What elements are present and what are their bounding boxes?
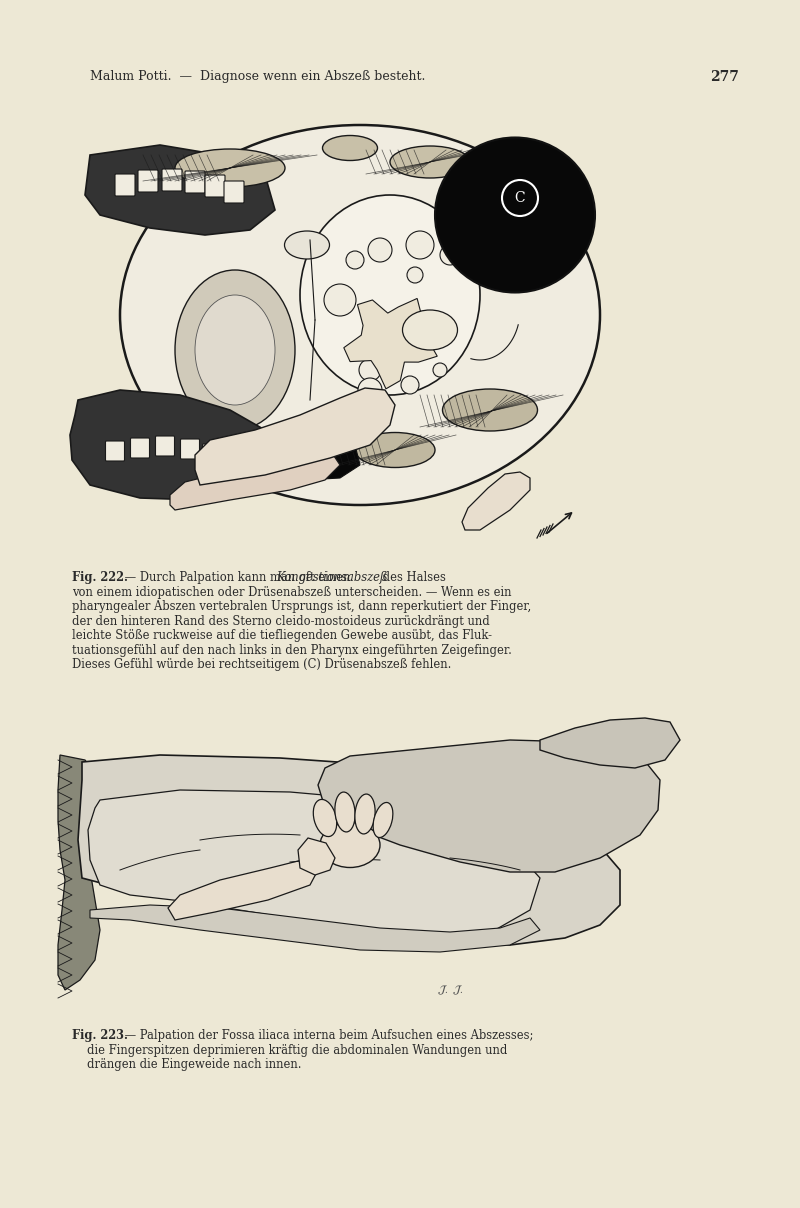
Circle shape [433, 362, 447, 377]
Circle shape [401, 376, 419, 394]
Polygon shape [318, 741, 660, 872]
Circle shape [346, 251, 364, 269]
Text: C: C [514, 191, 526, 205]
Polygon shape [88, 790, 540, 935]
Ellipse shape [373, 802, 393, 837]
Polygon shape [195, 388, 395, 484]
Circle shape [324, 284, 356, 316]
Text: der den hinteren Rand des Sterno cleido-mostoideus zurückdrängt und: der den hinteren Rand des Sterno cleido-… [72, 615, 490, 628]
Text: von einem idiopatischen oder Drüsenabszeß unterscheiden. — Wenn es ein: von einem idiopatischen oder Drüsenabsze… [72, 586, 511, 599]
Ellipse shape [314, 800, 337, 837]
Polygon shape [78, 755, 620, 945]
Text: $\mathcal{J.\ J.}$: $\mathcal{J.\ J.}$ [437, 983, 463, 997]
Ellipse shape [195, 295, 275, 405]
Ellipse shape [355, 432, 435, 467]
Text: Fig. 222.: Fig. 222. [72, 571, 128, 585]
Text: Kongestionsabszeß: Kongestionsabszeß [276, 571, 387, 585]
Ellipse shape [322, 135, 378, 161]
Text: leichte Stöße ruckweise auf die tiefliegenden Gewebe ausübt, das Fluk-: leichte Stöße ruckweise auf die tieflieg… [72, 629, 492, 643]
Text: pharyngealer Abszen vertebralen Ursprungs ist, dann reperkutiert der Finger,: pharyngealer Abszen vertebralen Ursprung… [72, 600, 531, 614]
Ellipse shape [355, 794, 375, 834]
Polygon shape [170, 448, 340, 510]
Circle shape [440, 245, 460, 265]
Text: Fig. 223.: Fig. 223. [72, 1029, 128, 1043]
FancyBboxPatch shape [162, 169, 182, 191]
Polygon shape [85, 145, 275, 236]
Text: 277: 277 [710, 70, 739, 85]
Ellipse shape [402, 310, 458, 350]
FancyBboxPatch shape [222, 451, 242, 471]
Text: — Palpation der Fossa iliaca interna beim Aufsuchen eines Abszesses;: — Palpation der Fossa iliaca interna bei… [121, 1029, 534, 1043]
Polygon shape [344, 298, 438, 389]
FancyBboxPatch shape [155, 436, 174, 455]
Circle shape [368, 238, 392, 262]
Ellipse shape [435, 138, 595, 292]
Polygon shape [462, 472, 530, 530]
Ellipse shape [300, 194, 480, 395]
Circle shape [358, 378, 382, 402]
FancyBboxPatch shape [106, 441, 125, 461]
FancyBboxPatch shape [138, 170, 158, 192]
Polygon shape [278, 430, 360, 480]
FancyBboxPatch shape [202, 445, 222, 464]
Ellipse shape [335, 792, 355, 832]
Text: — Durch Palpation kann man oft einen: — Durch Palpation kann man oft einen [121, 571, 354, 585]
FancyBboxPatch shape [115, 174, 135, 196]
Text: des Halses: des Halses [379, 571, 446, 585]
Polygon shape [58, 755, 105, 991]
Polygon shape [298, 838, 335, 875]
Text: drängen die Eingeweide nach innen.: drängen die Eingeweide nach innen. [87, 1058, 302, 1071]
Ellipse shape [120, 124, 600, 505]
Polygon shape [540, 718, 680, 768]
Ellipse shape [175, 149, 285, 187]
Circle shape [406, 231, 434, 259]
Ellipse shape [442, 389, 538, 431]
FancyBboxPatch shape [205, 175, 225, 197]
Ellipse shape [320, 823, 380, 867]
Circle shape [359, 359, 381, 381]
Polygon shape [90, 905, 540, 952]
Ellipse shape [175, 271, 295, 430]
FancyBboxPatch shape [224, 181, 244, 203]
Text: tuationsgefühl auf den nach links in den Pharynx eingeführten Zeigefinger.: tuationsgefühl auf den nach links in den… [72, 644, 512, 657]
Ellipse shape [285, 231, 330, 259]
Polygon shape [168, 858, 318, 920]
Text: Malum Potti.  —  Diagnose wenn ein Abszeß besteht.: Malum Potti. — Diagnose wenn ein Abszeß … [90, 70, 426, 83]
FancyBboxPatch shape [130, 439, 150, 458]
FancyBboxPatch shape [181, 439, 199, 459]
Text: die Fingerspitzen deprimieren kräftig die abdominalen Wandungen und: die Fingerspitzen deprimieren kräftig di… [87, 1044, 507, 1057]
FancyBboxPatch shape [185, 172, 205, 193]
Polygon shape [70, 390, 275, 500]
Ellipse shape [390, 146, 470, 178]
Text: Dieses Gefühl würde bei rechtseitigem (C) Drüsenabszeß fehlen.: Dieses Gefühl würde bei rechtseitigem (C… [72, 658, 451, 672]
Circle shape [407, 267, 423, 283]
